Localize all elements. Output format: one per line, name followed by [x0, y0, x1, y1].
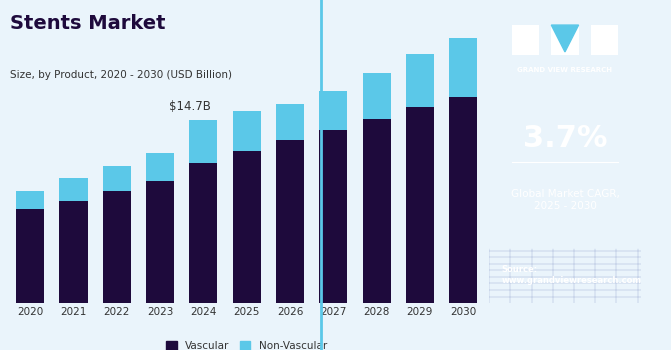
Text: $14.7B: $14.7B [170, 100, 211, 113]
FancyBboxPatch shape [590, 25, 618, 55]
Legend: Vascular, Non-Vascular: Vascular, Non-Vascular [166, 341, 327, 350]
Text: GRAND VIEW RESEARCH: GRAND VIEW RESEARCH [517, 67, 613, 73]
Bar [276, 140, 304, 302]
Bar [276, 104, 304, 140]
Bar [59, 201, 87, 302]
Text: Size, by Product, 2020 - 2030 (USD Billion): Size, by Product, 2020 - 2030 (USD Billi… [10, 70, 232, 80]
Bar [146, 181, 174, 302]
Bar [16, 209, 44, 302]
Bar [16, 191, 44, 209]
Bar [449, 38, 477, 97]
FancyBboxPatch shape [512, 25, 539, 55]
Text: Stents Market: Stents Market [10, 14, 166, 33]
Bar [233, 111, 261, 151]
Bar [406, 107, 434, 302]
Polygon shape [552, 25, 578, 52]
Bar [319, 130, 348, 302]
Bar [146, 153, 174, 181]
Bar [362, 119, 391, 302]
Bar [233, 151, 261, 302]
FancyBboxPatch shape [552, 25, 578, 55]
Text: 3.7%: 3.7% [523, 124, 607, 153]
Text: Source:
www.grandviewresearch.com: Source: www.grandviewresearch.com [501, 265, 641, 285]
Bar [406, 54, 434, 107]
Bar [189, 120, 217, 163]
Bar [362, 72, 391, 119]
Text: Global Market CAGR,
2025 - 2030: Global Market CAGR, 2025 - 2030 [511, 189, 619, 211]
Bar [59, 178, 87, 201]
Bar [189, 163, 217, 302]
Bar [103, 166, 131, 191]
Bar [449, 97, 477, 302]
Bar [319, 91, 348, 130]
Bar [103, 191, 131, 302]
